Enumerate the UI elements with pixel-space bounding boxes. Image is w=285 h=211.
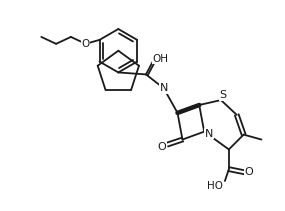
Text: O: O xyxy=(244,167,253,177)
Text: O: O xyxy=(157,142,166,152)
Text: O: O xyxy=(82,39,90,49)
Text: N: N xyxy=(160,83,168,93)
Text: HO: HO xyxy=(207,181,223,191)
Text: N: N xyxy=(205,129,213,139)
Text: OH: OH xyxy=(153,54,169,64)
Text: S: S xyxy=(219,90,227,100)
